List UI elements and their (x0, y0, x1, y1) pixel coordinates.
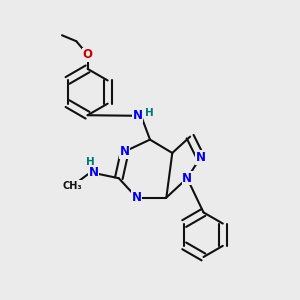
Text: CH₃: CH₃ (63, 181, 83, 191)
Text: N: N (196, 151, 206, 164)
Text: N: N (120, 145, 130, 158)
Text: N: N (132, 191, 142, 204)
Text: O: O (82, 48, 93, 61)
Text: H: H (145, 108, 154, 118)
Text: N: N (88, 166, 98, 179)
Text: N: N (133, 109, 142, 122)
Text: N: N (182, 172, 192, 185)
Text: H: H (86, 157, 95, 167)
